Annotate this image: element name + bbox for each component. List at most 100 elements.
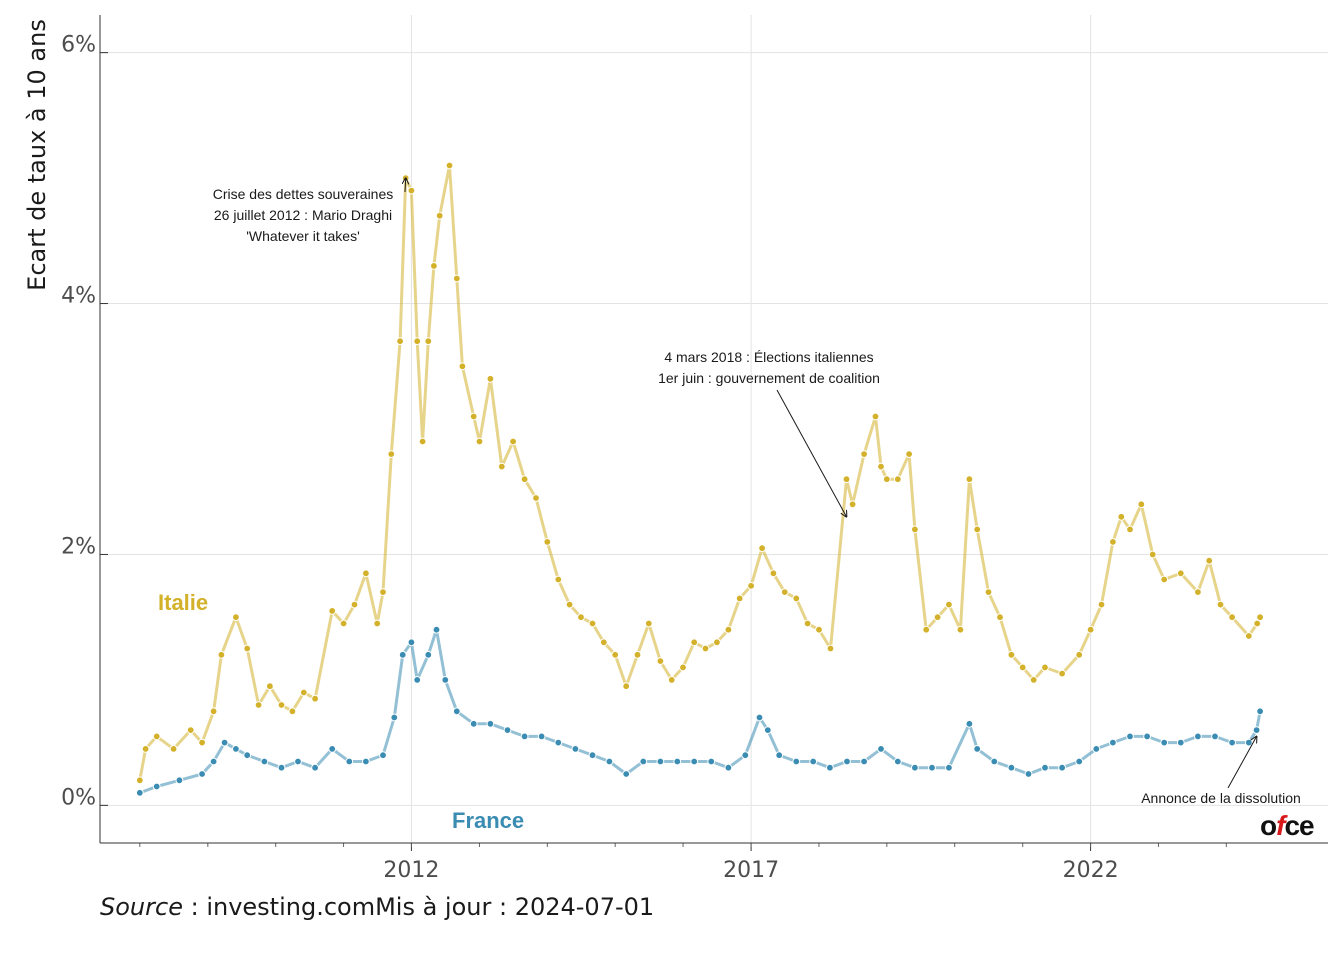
data-point (520, 475, 529, 484)
data-point (965, 475, 974, 484)
data-point (520, 732, 529, 741)
data-point (860, 450, 868, 459)
annotation-text: 'Whatever it takes' (246, 228, 360, 244)
data-point (877, 462, 885, 471)
data-point (990, 757, 999, 766)
source-text: : investing.comMis à jour : 2024-07-01 (182, 893, 655, 921)
data-point (758, 544, 766, 553)
data-point (893, 475, 902, 484)
data-point (809, 757, 818, 766)
data-point (486, 719, 495, 728)
data-point (266, 682, 274, 691)
x-tick-label: 2022 (1063, 858, 1119, 883)
data-point (1176, 738, 1185, 747)
grid (100, 15, 1328, 843)
data-point (1228, 613, 1236, 622)
data-point (724, 625, 733, 634)
data-point (848, 500, 857, 509)
data-point (413, 337, 422, 346)
data-point (755, 713, 764, 722)
data-point (497, 462, 506, 471)
data-point (441, 676, 450, 684)
data-point (965, 719, 974, 728)
data-point (373, 619, 382, 628)
data-point (543, 538, 552, 546)
data-point (911, 525, 919, 534)
data-point (1160, 738, 1169, 747)
data-point (209, 707, 218, 716)
annotations-layer: Italie France Crise des dettes souveraines… (158, 178, 1301, 833)
data-point (424, 337, 433, 346)
data-point (1205, 556, 1214, 565)
data-point (945, 763, 953, 772)
data-point (186, 726, 195, 734)
data-point (571, 745, 580, 753)
data-point (656, 657, 665, 665)
data-point (877, 745, 885, 753)
data-point (135, 788, 144, 797)
data-point (792, 594, 801, 603)
logo-part-ce: ce (1284, 810, 1314, 841)
data-point (311, 763, 320, 772)
data-point (243, 644, 252, 653)
data-point (1007, 763, 1016, 772)
y-tick-label: 4% (61, 284, 96, 309)
data-point (407, 186, 416, 195)
data-point (390, 713, 399, 722)
data-point (928, 763, 936, 772)
y-tick-label: 6% (61, 33, 96, 58)
data-point (633, 650, 642, 659)
data-point (741, 751, 750, 760)
data-point (996, 613, 1004, 622)
data-point (933, 613, 942, 622)
annotation-arrow (405, 178, 406, 193)
data-point (1018, 663, 1027, 672)
data-point (232, 745, 240, 753)
data-point (458, 362, 467, 371)
data-point (713, 638, 721, 647)
data-point (1194, 732, 1202, 741)
data-point (452, 707, 461, 716)
data-point (152, 732, 161, 741)
data-point (803, 619, 812, 628)
data-point (413, 676, 422, 684)
data-point (780, 588, 789, 596)
data-point (588, 751, 597, 760)
data-point (424, 650, 433, 659)
data-point (328, 607, 337, 615)
data-point (299, 688, 308, 697)
data-point (1097, 600, 1106, 609)
axes: 0% 2% 4% 6% 2012 2017 2022 (61, 15, 1328, 883)
data-point (843, 757, 851, 766)
data-point (503, 726, 512, 734)
data-point (763, 726, 772, 734)
data-point (588, 619, 597, 628)
x-tick-label: 2012 (383, 858, 439, 883)
data-point (1041, 763, 1049, 772)
data-point (532, 494, 540, 502)
data-point (1256, 613, 1264, 622)
data-point (379, 588, 387, 596)
data-point (387, 450, 396, 459)
data-point (1041, 663, 1049, 672)
data-point (1253, 619, 1262, 628)
data-point (288, 707, 297, 716)
data-point (1075, 757, 1084, 766)
data-point (1058, 669, 1066, 678)
data-point (673, 757, 682, 766)
series-france (135, 625, 1264, 797)
data-point (1086, 625, 1095, 634)
data-point (707, 757, 716, 766)
annotation-text: 26 juillet 2012 : Mario Draghi (214, 207, 392, 223)
data-point (605, 757, 614, 766)
data-point (826, 644, 835, 653)
series-line (138, 164, 1262, 781)
data-point (430, 262, 438, 270)
data-point (469, 719, 478, 728)
data-point (254, 701, 263, 709)
annotation-arrow (1227, 736, 1257, 789)
data-point (622, 770, 631, 778)
data-point (599, 638, 608, 647)
data-point (311, 694, 320, 703)
data-point (1058, 763, 1066, 772)
